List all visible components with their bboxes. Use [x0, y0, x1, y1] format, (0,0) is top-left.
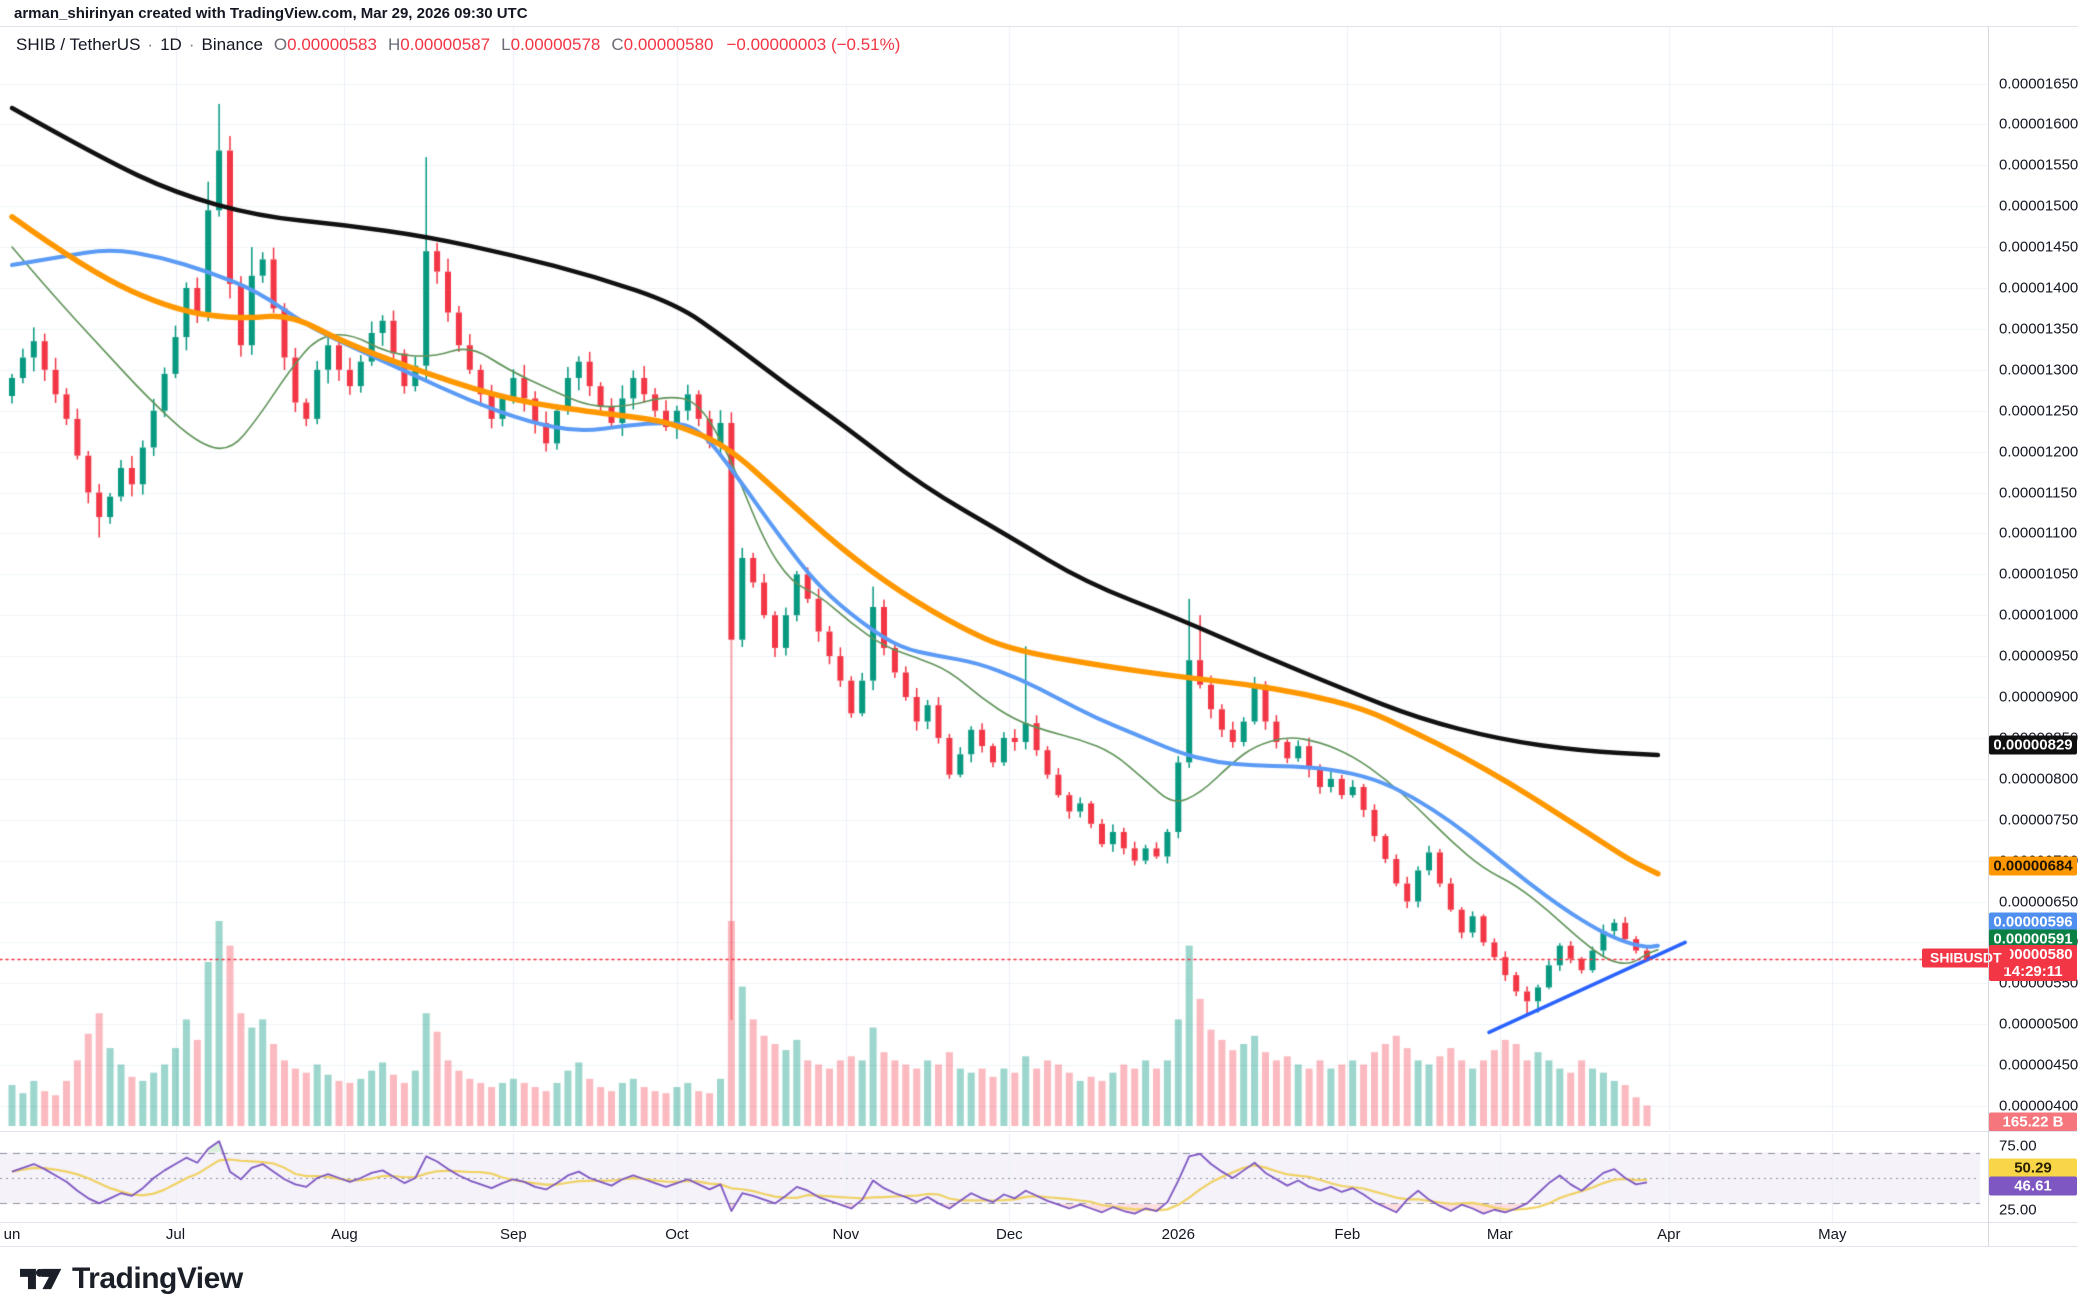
- price-tag-countdown: 14:29:11: [2003, 963, 2063, 980]
- low-value: 0.00000578: [510, 35, 601, 54]
- time-tick-Aug: Aug: [331, 1226, 358, 1243]
- time-tick-Jul: Jul: [165, 1226, 186, 1243]
- price-scale[interactable]: 0.00000400 0.00000450 0.00000500 0.00000550…: [1989, 26, 2078, 1222]
- rsi-indicator-canvas[interactable]: [0, 1133, 1988, 1222]
- pane-divider-main-rsi[interactable]: [0, 1131, 2078, 1132]
- price-tick-label: 0.00001000: [1999, 606, 2078, 624]
- low-key: L: [501, 35, 511, 54]
- ma50-tag: 0.00000596: [1989, 912, 2077, 932]
- price-tick-label: 0.00000950: [1999, 647, 2078, 665]
- ma100-tag: 0.00000684: [1989, 856, 2077, 876]
- ohlc-low: L0.00000578: [501, 35, 600, 55]
- rsi-ma-tag: 50.29: [1989, 1158, 2077, 1178]
- price-tick-label: 0.00001650: [1999, 75, 2078, 92]
- price-tick-label: 0.00001600: [1999, 115, 2078, 133]
- time-tick-Apr: Apr: [1657, 1226, 1681, 1243]
- close-key: C: [611, 35, 624, 54]
- high-value: 0.00000587: [400, 35, 491, 54]
- exchange-label: Binance: [201, 35, 263, 54]
- price-tick-label: 0.00001300: [1999, 361, 2078, 379]
- time-tick-Sep: Sep: [500, 1226, 527, 1243]
- ma200-tag: 0.00000829: [1989, 735, 2077, 755]
- ohlc-open: O0.00000583: [274, 35, 377, 55]
- bottom-bar: TradingView: [0, 1247, 2078, 1311]
- timeaxis-bottom-divider: [0, 1246, 2078, 1247]
- header-divider: [0, 26, 2078, 27]
- price-tick-label: 0.00001350: [1999, 320, 2078, 338]
- time-tick-Oct: Oct: [665, 1226, 689, 1243]
- pane-divider-rsi-timeaxis: [0, 1222, 2078, 1223]
- price-tick-label: 0.00001100: [1999, 524, 2078, 542]
- symbol-name[interactable]: SHIB / TetherUS: [16, 35, 141, 54]
- open-key: O: [273, 35, 288, 54]
- ohlc-high: H0.00000587: [388, 35, 490, 55]
- price-tick-label: 0.00000750: [1999, 811, 2078, 829]
- price-tick-label: 0.00000900: [1999, 688, 2078, 706]
- price-tick-label: 0.00000400: [1999, 1097, 2078, 1115]
- high-key: H: [387, 35, 401, 54]
- change-value: −0.00000003 (−0.51%): [726, 35, 901, 54]
- symbol-legend[interactable]: SHIB / TetherUS · 1D · Binance O0.000005…: [16, 35, 900, 55]
- tradingview-logo-text: TradingView: [72, 1262, 243, 1295]
- time-tick-2026: 2026: [1161, 1226, 1195, 1243]
- price-tick-label: 0.00001050: [1999, 565, 2078, 583]
- volume-tag: 165.22 B: [1989, 1112, 2077, 1132]
- legend-separator: ·: [188, 35, 195, 54]
- time-tick-Mar: Mar: [1486, 1226, 1513, 1243]
- tradingview-logo-icon: [20, 1268, 62, 1290]
- price-axis-divider: [1988, 26, 1989, 1246]
- time-scale[interactable]: un Jul Aug Sep Oct Nov Dec 2026 Feb Mar Apr May: [0, 1222, 2078, 1246]
- price-tick-label: 0.00001200: [1999, 443, 2078, 461]
- main-price-chart-canvas[interactable]: [0, 26, 1988, 1130]
- time-tick-Dec: Dec: [996, 1226, 1023, 1243]
- price-tick-label: 0.00001150: [1999, 484, 2078, 501]
- interval-label[interactable]: 1D: [160, 35, 182, 54]
- price-tick-label: 0.00001550: [1999, 156, 2078, 174]
- time-tick-Nov: Nov: [832, 1226, 860, 1243]
- price-tick-label: 0.00000800: [1999, 770, 2078, 788]
- rsi-tick-label: 75.00: [1999, 1137, 2037, 1155]
- open-value: 0.00000583: [287, 35, 377, 54]
- price-tick-label: 0.00001400: [1999, 279, 2078, 297]
- price-tick-label: 0.00000500: [1999, 1015, 2078, 1033]
- time-tick-un: un: [3, 1226, 21, 1243]
- time-tick-Feb: Feb: [1334, 1226, 1361, 1243]
- price-tick-label: 0.00000650: [1999, 893, 2078, 910]
- time-tick-May: May: [1818, 1226, 1847, 1243]
- symbol-price-label: SHIBUSDT: [1922, 948, 2010, 968]
- close-value: 0.00000580: [623, 35, 714, 54]
- price-tick-label: 0.00001450: [1999, 238, 2078, 256]
- tradingview-logo[interactable]: TradingView: [20, 1262, 243, 1296]
- price-tick-label: 0.00001500: [1999, 197, 2078, 215]
- attribution-text: arman_shirinyan created with TradingView…: [14, 5, 528, 22]
- rsi-tick-label: 25.00: [1999, 1201, 2037, 1219]
- rsi-tag: 46.61: [1989, 1176, 2077, 1196]
- legend-separator: ·: [147, 35, 154, 54]
- ma20-tag: 0.00000591: [1989, 929, 2077, 949]
- price-tick-label: 0.00000450: [1999, 1056, 2078, 1074]
- price-tick-label: 0.00001250: [1999, 402, 2078, 420]
- ohlc-close: C0.00000580: [611, 35, 713, 55]
